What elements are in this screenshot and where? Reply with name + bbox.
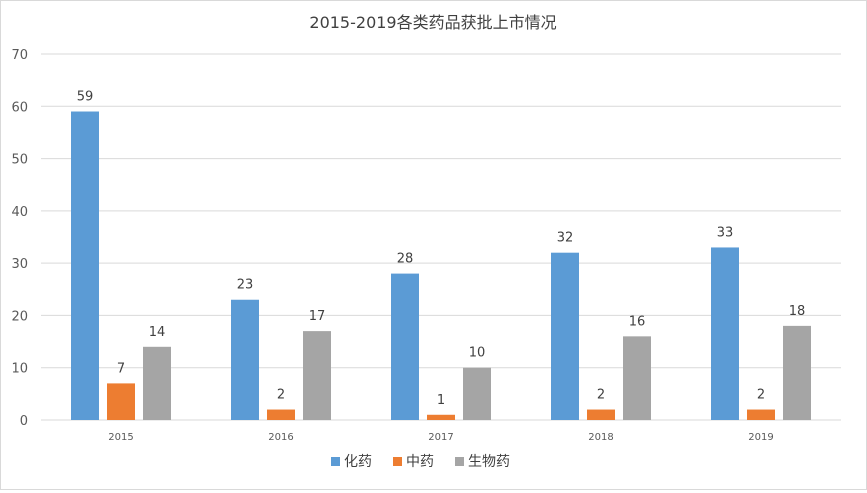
- x-tick-label: 2018: [588, 432, 613, 443]
- legend: 化药 中药 生物药: [331, 454, 510, 470]
- y-tick-label: 70: [11, 48, 28, 63]
- bar-2017-中药: [427, 414, 455, 420]
- y-tick-label: 0: [20, 414, 28, 429]
- bar-2019-中药: [747, 409, 775, 420]
- data-label: 1: [437, 393, 445, 408]
- data-label: 28: [397, 252, 414, 267]
- y-tick-label: 60: [11, 100, 28, 115]
- x-tick-label: 2015: [108, 432, 133, 443]
- data-label: 14: [149, 325, 166, 340]
- x-tick-label: 2016: [268, 432, 293, 443]
- y-tick-label: 50: [11, 153, 28, 168]
- bar-2019-化药: [711, 247, 739, 420]
- data-label: 33: [717, 225, 734, 240]
- data-label: 2: [597, 388, 605, 403]
- x-tick-label: 2019: [748, 432, 773, 443]
- data-label: 23: [237, 278, 254, 293]
- legend-swatch: [455, 457, 464, 466]
- data-label: 2: [277, 388, 285, 403]
- bar-2017-化药: [391, 273, 419, 420]
- bar-2015-中药: [107, 383, 135, 420]
- legend-label: 中药: [406, 454, 434, 470]
- x-axis: 2015 2016 2017 2018 2019: [108, 432, 773, 443]
- data-label: 17: [309, 309, 326, 324]
- data-label: 18: [789, 304, 806, 319]
- bar-2017-生物药: [463, 367, 491, 420]
- data-label: 7: [117, 361, 125, 376]
- bar-2018-化药: [551, 252, 579, 420]
- bars: [71, 111, 811, 420]
- gridlines: [41, 53, 841, 421]
- chart-title: 2015-2019各类药品获批上市情况: [309, 13, 556, 32]
- legend-label: 化药: [344, 454, 372, 470]
- y-tick-label: 10: [11, 362, 28, 377]
- y-tick-label: 40: [11, 205, 28, 220]
- bar-2019-生物药: [783, 325, 811, 420]
- data-label: 59: [77, 90, 94, 105]
- data-label: 10: [469, 346, 486, 361]
- bar-2018-中药: [587, 409, 615, 420]
- legend-label: 生物药: [468, 454, 510, 470]
- data-label: 32: [557, 231, 574, 246]
- x-tick-label: 2017: [428, 432, 453, 443]
- data-labels: 59 7 14 23 2 17 28 1 10 32 2 16 33 2 18: [77, 90, 806, 408]
- bar-2016-中药: [267, 409, 295, 420]
- data-label: 16: [629, 314, 646, 329]
- bar-2016-化药: [231, 299, 259, 420]
- y-tick-label: 30: [11, 257, 28, 272]
- y-axis: 0 10 20 30 40 50 60 70: [11, 48, 28, 429]
- legend-swatch: [331, 457, 340, 466]
- bar-2018-生物药: [623, 336, 651, 420]
- bar-2015-生物药: [143, 346, 171, 420]
- data-label: 2: [757, 388, 765, 403]
- y-tick-label: 20: [11, 309, 28, 324]
- bar-2015-化药: [71, 111, 99, 420]
- legend-swatch: [393, 457, 402, 466]
- bar-2016-生物药: [303, 331, 331, 420]
